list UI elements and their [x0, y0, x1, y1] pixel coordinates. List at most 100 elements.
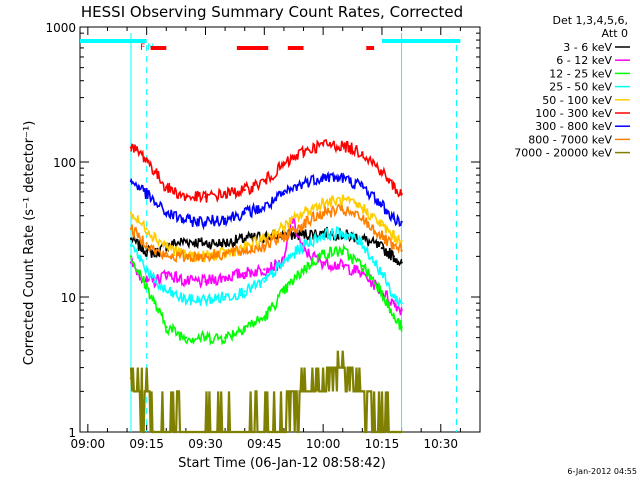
flag-label: F	[140, 43, 145, 53]
series-point-8	[400, 430, 403, 434]
series-point-2	[400, 325, 403, 329]
series-point-2	[321, 252, 325, 255]
series-point-4	[137, 220, 141, 224]
legend-entry-label: 6 - 12 keV	[556, 54, 612, 67]
orbit-day-bar	[80, 39, 147, 43]
x-tick-label: 10:00	[306, 437, 341, 451]
series-point-3	[153, 280, 156, 283]
x-tick-label: 09:45	[247, 437, 282, 451]
series-point-3	[243, 290, 246, 293]
legend-entry-label: 50 - 100 keV	[542, 94, 612, 107]
series-point-8	[290, 390, 293, 393]
series-point-6	[361, 185, 364, 188]
legend-entry-label: 3 - 6 keV	[563, 41, 612, 54]
series-point-1	[341, 264, 344, 268]
series-point-0	[204, 242, 207, 245]
series-point-3	[165, 290, 168, 293]
series-point-7	[380, 235, 384, 238]
series-point-2	[184, 336, 188, 339]
series-point-7	[184, 255, 188, 258]
series-point-7	[302, 222, 305, 225]
series-point-6	[223, 217, 227, 220]
series-point-4	[380, 224, 384, 227]
series-point-1	[361, 272, 364, 275]
series-point-4	[282, 225, 286, 229]
series-point-0	[129, 237, 133, 240]
x-tick-label: 09:30	[188, 437, 223, 451]
series-line-3	[130, 226, 403, 308]
series-point-5	[341, 144, 344, 147]
series-point-7	[153, 249, 156, 252]
series-point-1	[165, 272, 168, 275]
y-tick-label: 10	[61, 291, 76, 305]
series-point-0	[380, 246, 384, 250]
legend-entry-label: 25 - 50 keV	[549, 81, 612, 94]
series-line-6	[130, 170, 403, 231]
series-point-7	[361, 217, 364, 220]
series-point-5	[400, 192, 403, 196]
series-point-5	[129, 146, 133, 149]
series-point-6	[380, 203, 384, 207]
footer-date: 6-Jan-2012 04:55	[567, 467, 637, 476]
series-point-5	[223, 192, 227, 196]
series-point-8	[184, 430, 188, 434]
x-tick-label: 10:15	[365, 437, 400, 451]
series-point-6	[145, 192, 148, 196]
flare-interval-bar	[236, 46, 269, 50]
series-point-4	[361, 206, 364, 209]
series-point-5	[184, 195, 188, 199]
series-point-4	[129, 211, 133, 215]
series-point-6	[341, 176, 344, 180]
series-point-8	[282, 430, 286, 434]
orbit-day-bar	[381, 39, 461, 43]
series-point-2	[137, 272, 141, 275]
series-point-6	[282, 192, 286, 196]
series-point-0	[243, 237, 246, 240]
legend-entry-label: 12 - 25 keV	[549, 67, 612, 80]
series-point-6	[129, 180, 133, 183]
series-line-2	[130, 243, 403, 347]
series-point-2	[145, 285, 148, 288]
series-point-1	[321, 261, 325, 264]
series-point-0	[184, 239, 188, 243]
series-point-8	[341, 366, 344, 369]
series-point-8	[243, 430, 246, 434]
series-point-3	[129, 244, 133, 247]
legend-header-line-2: Att 0	[602, 27, 628, 40]
series-point-2	[302, 268, 305, 271]
series-point-4	[321, 201, 325, 204]
series-point-3	[145, 268, 148, 271]
series-point-5	[153, 170, 156, 173]
series-point-8	[153, 430, 156, 434]
legend-entry-label: 800 - 7000 keV	[528, 133, 612, 146]
series-point-2	[380, 290, 384, 293]
series-point-5	[361, 151, 364, 154]
series-point-1	[145, 280, 148, 283]
series-point-1	[400, 308, 403, 312]
y-tick-label: 1	[68, 426, 76, 440]
series-point-8	[137, 390, 141, 393]
series-point-4	[165, 244, 168, 247]
series-line-5	[130, 138, 403, 204]
series-point-8	[263, 430, 266, 434]
series-point-2	[392, 316, 395, 320]
series-point-8	[204, 430, 207, 434]
series-point-7	[145, 242, 148, 245]
series-point-4	[392, 235, 395, 238]
series-point-4	[400, 239, 403, 243]
series-point-8	[361, 390, 364, 393]
series-point-5	[392, 186, 395, 189]
flare-interval-bar	[287, 46, 304, 50]
series-point-7	[321, 211, 325, 215]
series-point-7	[137, 235, 141, 238]
x-tick-label: 10:30	[423, 437, 458, 451]
series-point-6	[263, 206, 266, 209]
series-point-2	[165, 325, 168, 329]
series-point-6	[184, 219, 188, 222]
series-point-6	[400, 220, 403, 224]
series-point-2	[243, 325, 246, 329]
series-point-1	[243, 272, 246, 275]
series-point-1	[392, 301, 395, 305]
series-point-7	[263, 244, 266, 247]
